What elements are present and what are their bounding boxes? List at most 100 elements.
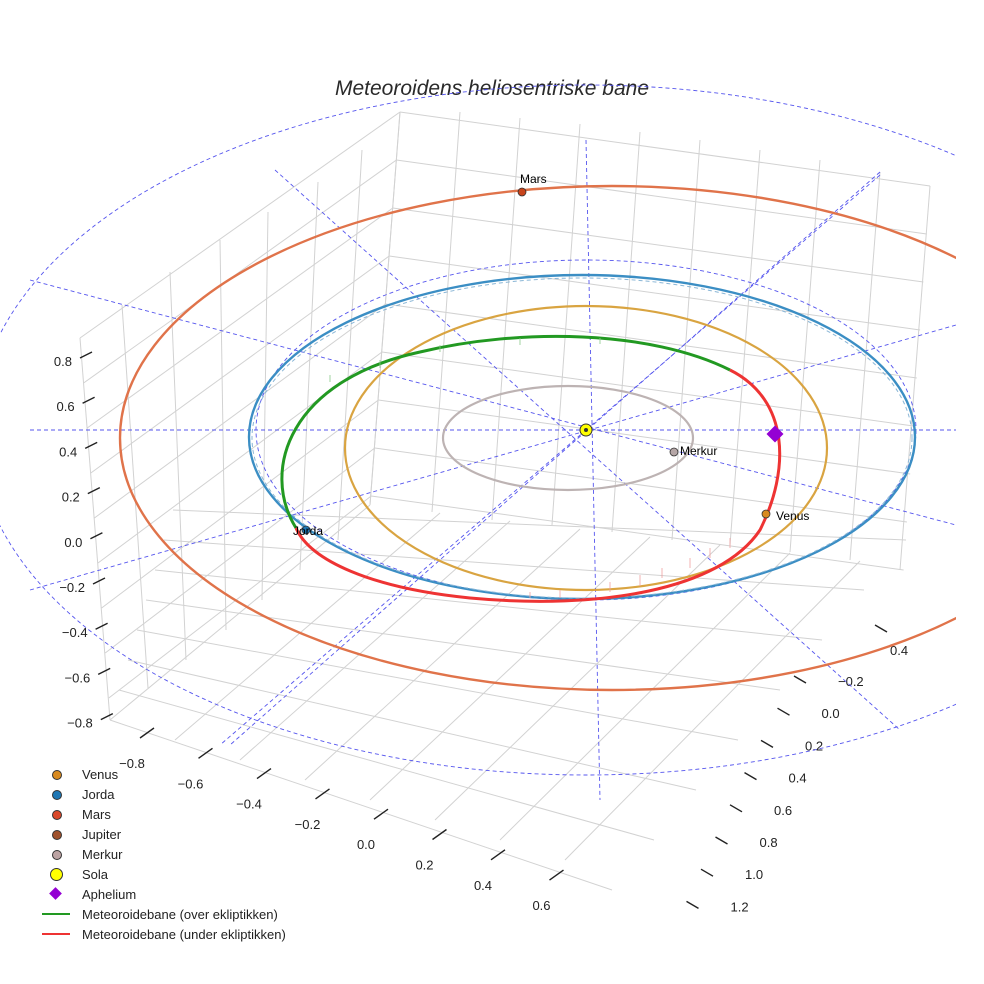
z-tick-mark <box>82 396 95 404</box>
legend-symbol <box>38 884 74 904</box>
grid-line <box>551 123 581 526</box>
x-tick-label: 0.2 <box>415 858 433 873</box>
orbits <box>118 184 956 692</box>
grid-line <box>671 139 701 541</box>
z-tick-mark <box>100 712 114 721</box>
z-tick-mark <box>97 667 111 676</box>
grid-line <box>145 599 781 691</box>
orbit-venus <box>343 304 829 592</box>
x-tick-mark <box>490 849 506 861</box>
grid-line <box>789 159 821 553</box>
ecliptic-radial-line <box>29 279 956 526</box>
legend-symbol <box>38 904 74 924</box>
z-tick-label: −0.8 <box>67 716 93 731</box>
grid-line <box>169 271 187 661</box>
legend-symbol <box>38 924 74 944</box>
x-tick-label: −0.8 <box>119 756 145 771</box>
z-tick-mark <box>79 351 93 359</box>
planet-merkur <box>669 447 679 457</box>
axis-grid <box>79 111 931 891</box>
legend-dot-marker <box>52 850 62 860</box>
legend-symbol <box>38 824 74 844</box>
legend-diamond-marker <box>49 887 62 900</box>
y-tick-mark <box>715 836 728 845</box>
x-tick-mark <box>373 808 389 820</box>
legend-symbol <box>38 764 74 784</box>
grid-line <box>239 520 511 761</box>
legend-dot-marker <box>52 770 62 780</box>
grid-line <box>90 255 390 474</box>
grid-line <box>385 303 917 379</box>
x-tick-label: −0.4 <box>236 797 262 812</box>
grid-line <box>127 659 697 791</box>
grid-line <box>392 207 924 283</box>
z-tick-label: −0.2 <box>59 580 85 595</box>
grid-line <box>108 495 372 699</box>
grid-line <box>299 181 319 571</box>
legend-label: Sola <box>82 866 109 882</box>
grid-line <box>369 111 401 506</box>
ecliptic-radial-line <box>229 171 881 746</box>
grid-line <box>434 544 721 821</box>
legend-label: Jorda <box>82 786 115 802</box>
grid-line <box>219 239 227 631</box>
planet-jorda <box>301 525 311 535</box>
grid-line <box>564 560 861 861</box>
x-tick-mark <box>315 788 330 800</box>
legend-symbol <box>38 804 74 824</box>
legend-label: Aphelium <box>82 886 137 902</box>
x-tick-label: 0.0 <box>357 837 375 852</box>
grid-line <box>174 512 441 741</box>
grid-line <box>371 495 904 571</box>
legend: Venus Jorda Mars Jupiter Merkur Sola Aphelium M… <box>38 764 286 944</box>
z-tick-label: 0.0 <box>64 535 82 550</box>
grid-line <box>369 536 651 801</box>
grid-line <box>79 111 401 339</box>
grid-line <box>136 629 739 741</box>
legend-dot-marker <box>52 790 62 800</box>
legend-item: Jupiter <box>38 824 286 844</box>
planet-label-jorda: Jorda <box>293 524 323 538</box>
z-tick-label: 0.6 <box>57 399 75 414</box>
legend-symbol <box>38 864 74 884</box>
x-tick-mark <box>549 869 564 881</box>
x-tick-label: −0.6 <box>178 776 204 791</box>
orbit-merkur <box>441 384 695 492</box>
legend-item: Venus <box>38 764 286 784</box>
planet-label-mars: Mars <box>520 172 547 186</box>
meteoroid-orbit-above <box>280 334 731 529</box>
grid-line <box>729 149 761 546</box>
y-tick-label: 1.0 <box>745 867 763 882</box>
planet-label-merkur: Merkur <box>680 444 717 458</box>
sun-center <box>584 428 588 432</box>
y-tick-label: 0.6 <box>774 803 792 818</box>
grid-line <box>381 351 914 427</box>
y-tick-mark <box>874 624 888 633</box>
chart-title: Meteoroidens heliosentriske bane <box>335 77 649 100</box>
y-tick-mark <box>793 675 807 684</box>
grid-line <box>79 337 111 721</box>
x-tick-label: 0.6 <box>532 898 550 913</box>
meteoroid-stems <box>329 338 731 598</box>
z-tick-mark <box>84 441 98 450</box>
grid-line <box>399 111 931 187</box>
legend-item: Meteoroidebane (under ekliptikken) <box>38 924 286 944</box>
legend-item: Sola <box>38 864 286 884</box>
legend-item: Jorda <box>38 784 286 804</box>
meteoroid-orbit-below <box>294 368 782 603</box>
legend-symbol <box>38 844 74 864</box>
z-tick-mark <box>90 532 103 540</box>
y-tick-label: 0.4 <box>789 771 807 786</box>
legend-label: Meteoroidebane (over ekliptikken) <box>82 906 278 922</box>
grid-line <box>337 149 363 541</box>
grid-line <box>304 528 581 781</box>
x-tick-mark <box>432 828 447 841</box>
y-tick-mark <box>686 900 699 910</box>
grid-line <box>94 303 386 519</box>
legend-dot-marker <box>52 830 62 840</box>
ecliptic-radial-line <box>585 174 881 431</box>
z-tick-mark <box>87 486 101 495</box>
legend-label: Merkur <box>82 846 123 862</box>
grid-line <box>109 504 371 721</box>
